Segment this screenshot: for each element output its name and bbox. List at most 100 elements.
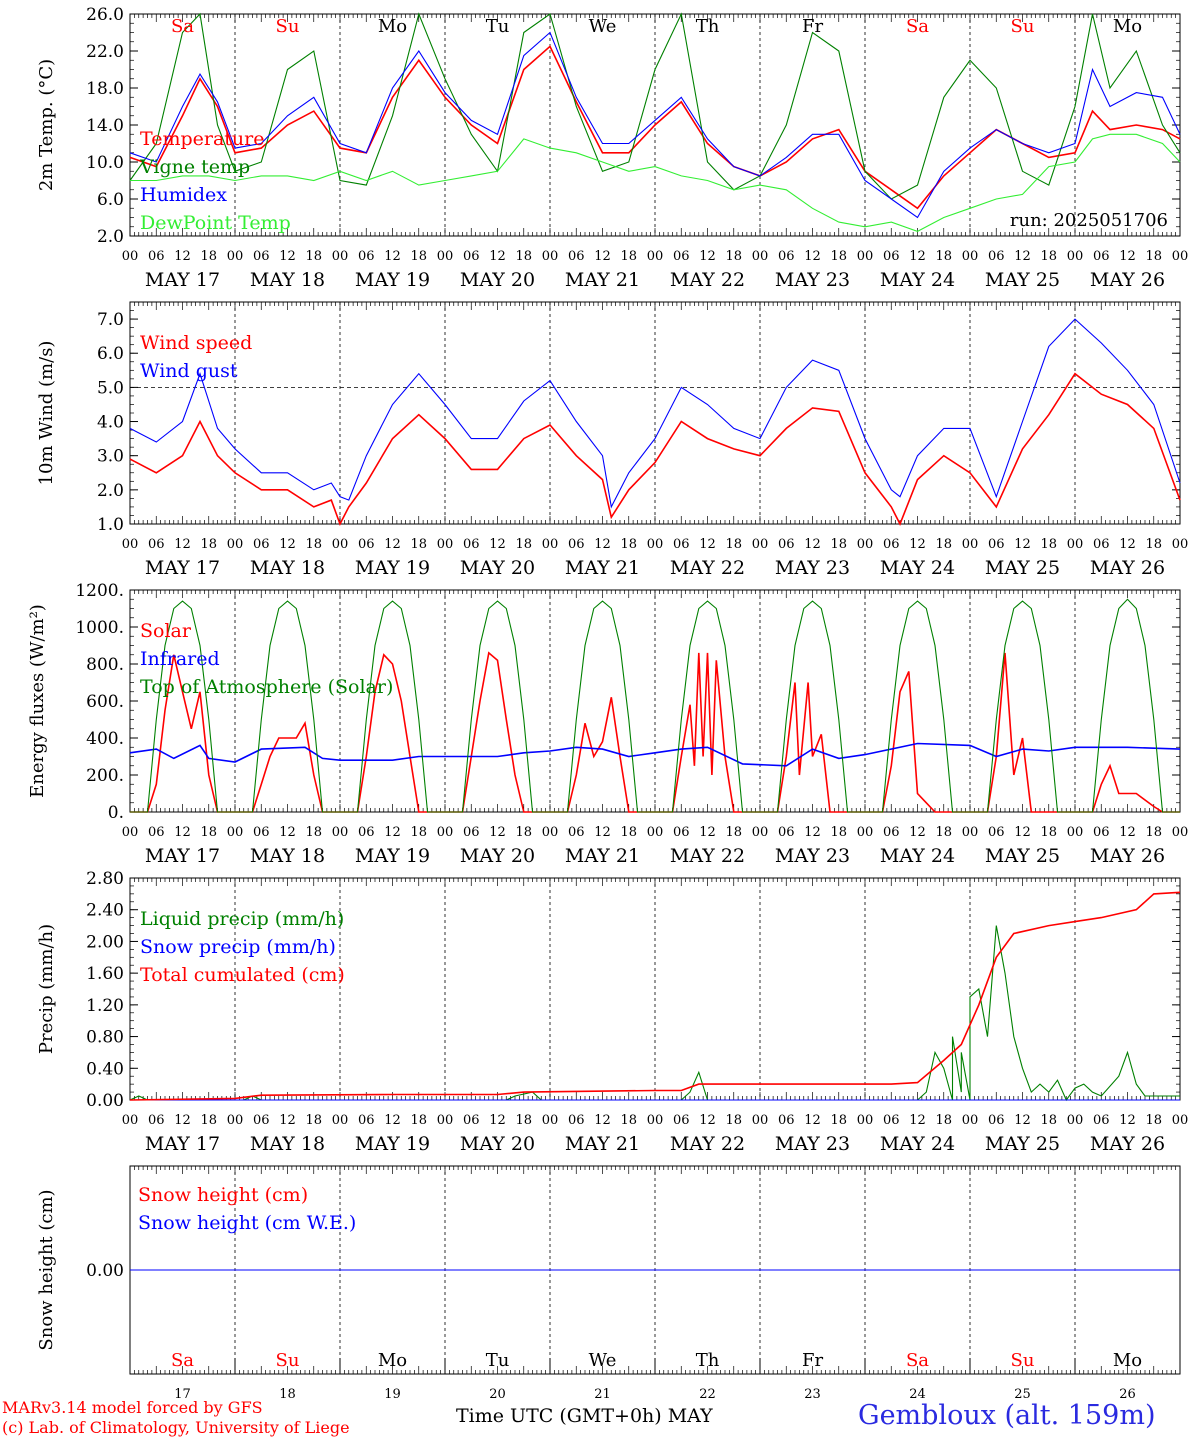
hour-label: 18 bbox=[200, 537, 217, 552]
date-label: MAY 23 bbox=[775, 269, 850, 291]
hour-label: 06 bbox=[148, 249, 165, 264]
date-label: MAY 18 bbox=[250, 1133, 325, 1155]
hour-label: 12 bbox=[909, 537, 926, 552]
date-label: MAY 26 bbox=[1090, 557, 1165, 579]
hour-label: 06 bbox=[358, 249, 375, 264]
hour-label: 00 bbox=[1067, 1113, 1084, 1128]
hour-label: 18 bbox=[935, 537, 952, 552]
hour-label: 18 bbox=[515, 537, 532, 552]
hour-label: 00 bbox=[437, 1113, 454, 1128]
date-label: MAY 17 bbox=[145, 557, 220, 579]
date-label: MAY 26 bbox=[1090, 1133, 1165, 1155]
hour-label: 12 bbox=[384, 1113, 401, 1128]
weekday-label: Sa bbox=[171, 16, 194, 37]
hour-label: 12 bbox=[384, 825, 401, 840]
hour-label: 00 bbox=[857, 537, 874, 552]
hour-label: 12 bbox=[699, 825, 716, 840]
y-tick-label: 10.0 bbox=[86, 153, 124, 173]
date-label: MAY 25 bbox=[985, 1133, 1060, 1155]
y-tick-label: 1.20 bbox=[86, 996, 124, 1016]
credit-line-2: (c) Lab. of Climatology, University of L… bbox=[2, 1418, 350, 1437]
y-tick-label: 600. bbox=[86, 692, 124, 712]
weekday-label: Sa bbox=[906, 1350, 929, 1371]
series-line-vigne-temp bbox=[129, 12, 1181, 200]
hour-label: 12 bbox=[489, 825, 506, 840]
weekday-label: Sa bbox=[906, 16, 929, 37]
hour-label: 18 bbox=[515, 249, 532, 264]
hour-label: 00 bbox=[647, 537, 664, 552]
hour-label: 18 bbox=[935, 825, 952, 840]
hour-label: 06 bbox=[358, 1113, 375, 1128]
hour-label: 12 bbox=[174, 1113, 191, 1128]
date-label: MAY 20 bbox=[460, 269, 535, 291]
hour-label: 12 bbox=[699, 249, 716, 264]
date-label: MAY 25 bbox=[985, 845, 1060, 867]
day-number: 21 bbox=[594, 1387, 611, 1402]
hour-label: 06 bbox=[1093, 249, 1110, 264]
run-annotation: run: 2025051706 bbox=[1010, 210, 1168, 231]
hour-label: 12 bbox=[909, 249, 926, 264]
y-tick-label: 6.0 bbox=[97, 190, 124, 210]
hour-label: 12 bbox=[1119, 537, 1136, 552]
panel-precip: 0.00 0.40 0.80 1.20 1.60 2.00 2.40 2.80 Precip (… bbox=[36, 869, 1188, 1155]
legend-entry: Infrared bbox=[140, 648, 220, 670]
hour-label: 12 bbox=[174, 825, 191, 840]
day-number: 19 bbox=[384, 1387, 401, 1402]
hour-label: 12 bbox=[489, 537, 506, 552]
hour-label: 12 bbox=[279, 249, 296, 264]
hour-label: 18 bbox=[305, 825, 322, 840]
hour-label: 18 bbox=[1040, 1113, 1057, 1128]
hour-label: 06 bbox=[253, 249, 270, 264]
hour-label: 06 bbox=[883, 825, 900, 840]
hour-label: 12 bbox=[804, 537, 821, 552]
hour-label: 06 bbox=[463, 249, 480, 264]
hour-label: 18 bbox=[305, 249, 322, 264]
hour-label: 00 bbox=[962, 825, 979, 840]
date-label: MAY 19 bbox=[355, 1133, 430, 1155]
weekday-label: Mo bbox=[1113, 1350, 1142, 1371]
weekday-label: Th bbox=[696, 16, 720, 37]
weekday-label: Su bbox=[1011, 16, 1035, 37]
hour-label: 00 bbox=[857, 825, 874, 840]
hour-label: 06 bbox=[778, 1113, 795, 1128]
hour-label: 00 bbox=[542, 1113, 559, 1128]
hour-label: 18 bbox=[725, 537, 742, 552]
date-label: MAY 22 bbox=[670, 269, 745, 291]
hour-label: 00 bbox=[227, 537, 244, 552]
legend-entry: Vigne temp bbox=[139, 156, 250, 178]
date-label: MAY 17 bbox=[145, 1133, 220, 1155]
hour-label: 12 bbox=[699, 537, 716, 552]
hour-label: 12 bbox=[174, 537, 191, 552]
weekday-label: Fr bbox=[802, 1350, 823, 1371]
hour-label: 18 bbox=[935, 1113, 952, 1128]
legend-entry: Snow height (cm W.E.) bbox=[138, 1212, 356, 1234]
day-number: 24 bbox=[909, 1387, 926, 1402]
panel-energy: 0. 200. 400. 600. 800. 1000. 1200. Energy fluxe… bbox=[27, 581, 1188, 867]
panel-wind: 1.0 2.0 3.0 4.0 5.0 6.0 7.0 10m Wind (m/s) Wind … bbox=[36, 301, 1188, 579]
date-label: MAY 21 bbox=[565, 269, 640, 291]
y-tick-label: 3.0 bbox=[97, 447, 124, 467]
series-line-total-cumulated-cm- bbox=[129, 891, 1181, 1101]
hour-label: 06 bbox=[778, 825, 795, 840]
date-label: MAY 18 bbox=[250, 557, 325, 579]
hour-label: 12 bbox=[594, 249, 611, 264]
date-label: MAY 24 bbox=[880, 269, 955, 291]
hour-label: 06 bbox=[1093, 537, 1110, 552]
hour-label: 12 bbox=[1119, 825, 1136, 840]
y-tick-label: 2.0 bbox=[97, 481, 124, 501]
hour-label: 00 bbox=[857, 1113, 874, 1128]
hour-label: 00 bbox=[962, 537, 979, 552]
hour-label: 12 bbox=[594, 537, 611, 552]
hour-label: 12 bbox=[1119, 249, 1136, 264]
y-tick-label: 0.40 bbox=[86, 1059, 124, 1079]
hour-label: 00 bbox=[1172, 249, 1189, 264]
legend-entry: Snow precip (mm/h) bbox=[140, 936, 336, 958]
hour-label: 00 bbox=[1067, 825, 1084, 840]
hour-label: 00 bbox=[332, 249, 349, 264]
weekday-label: Mo bbox=[1113, 16, 1142, 37]
series-line-liquid-precip-mm-h- bbox=[129, 925, 1180, 1102]
hour-label: 06 bbox=[148, 537, 165, 552]
hour-label: 18 bbox=[1040, 537, 1057, 552]
date-label: MAY 20 bbox=[460, 845, 535, 867]
y-tick-label: 6.0 bbox=[97, 344, 124, 364]
